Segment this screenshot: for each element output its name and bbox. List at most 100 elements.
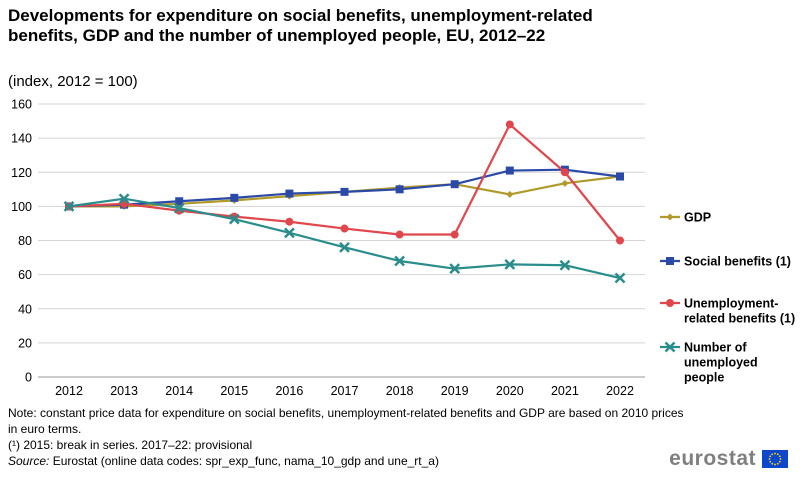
x-tick-label: 2019 — [441, 384, 469, 398]
data-point — [614, 272, 626, 284]
data-point — [118, 193, 130, 205]
data-point-stroke — [118, 193, 130, 205]
flag-star — [774, 463, 776, 466]
data-point — [616, 236, 624, 245]
legend-label-line: related benefits (1) — [684, 312, 795, 326]
series-line — [68, 197, 621, 280]
legend-label-line: unemployed — [684, 356, 758, 370]
source-label: Source: — [8, 454, 50, 468]
y-tick-label: 120 — [11, 166, 32, 180]
data-point — [173, 202, 185, 214]
flag-star — [778, 460, 781, 463]
data-point — [506, 190, 514, 198]
legend-item-unemployed-people: Number of unemployed people — [660, 341, 761, 385]
legend-label-social-benefits: Social benefits (1) — [684, 255, 791, 269]
x-tick-label: 2014 — [165, 384, 193, 398]
data-point-stroke — [63, 200, 75, 212]
data-point — [561, 179, 569, 187]
source-line: Source: Eurostat (online data codes: spr… — [8, 453, 688, 469]
data-point — [339, 241, 350, 253]
legend-marker-unemployment-benefits — [666, 299, 674, 307]
footnote-text: (¹) 2015: break in series. 2017–22: prov… — [8, 438, 253, 452]
flag-star — [769, 455, 772, 458]
data-point — [228, 213, 240, 225]
y-tick-label: 20 — [18, 336, 32, 350]
series-line — [68, 123, 621, 242]
data-point — [340, 224, 349, 233]
x-tick-label: 2021 — [551, 384, 579, 398]
data-point-stroke — [339, 241, 350, 253]
data-point-stroke — [559, 259, 571, 271]
flag-star — [779, 458, 782, 460]
data-point — [666, 257, 674, 265]
data-point — [394, 255, 405, 267]
y-tick-label: 80 — [18, 234, 32, 248]
data-point — [666, 299, 674, 307]
data-point — [666, 213, 674, 221]
legend-label-line: Unemployment- — [684, 297, 778, 311]
data-point-stroke — [173, 202, 185, 214]
series-unemployment-related-benefits-1 — [65, 120, 624, 245]
data-point — [450, 230, 459, 239]
series-number-of-unemployed-people — [63, 193, 626, 284]
data-point — [285, 217, 294, 226]
eurostat-logo: eurostat — [669, 447, 788, 471]
data-point-stroke — [394, 255, 405, 267]
legend-marker-gdp — [666, 213, 674, 221]
x-tick-label: 2015 — [220, 384, 248, 398]
data-point — [230, 193, 239, 202]
legend-label-line: Number of — [684, 341, 747, 355]
x-tick-label: 2020 — [496, 384, 524, 398]
flag-star — [771, 462, 774, 465]
legend: GDP Social benefits (1) Unemployment- re… — [660, 211, 795, 385]
data-point-stroke — [449, 263, 461, 275]
x-tick-label: 2018 — [386, 384, 414, 398]
legend-item-gdp: GDP — [660, 211, 711, 225]
y-tick-label: 140 — [11, 132, 32, 146]
data-point — [505, 120, 514, 129]
data-point — [664, 341, 676, 353]
legend-label-line: Social benefits (1) — [684, 255, 791, 269]
legend-marker-unemployed-people — [664, 341, 676, 353]
series-group — [63, 120, 626, 284]
data-point — [340, 187, 349, 196]
flag-star — [776, 462, 779, 465]
y-tick-label: 0 — [25, 371, 32, 385]
data-point — [449, 263, 461, 275]
data-point — [284, 227, 295, 239]
legend-label-unemployment-benefits: Unemployment- related benefits (1) — [684, 297, 795, 326]
data-point — [285, 189, 294, 198]
eurostat-wordmark: eurostat — [669, 447, 756, 470]
x-tick-label: 2012 — [55, 384, 83, 398]
x-tick-label: 2016 — [275, 384, 303, 398]
legend-label-line: people — [684, 371, 724, 385]
y-axis: 0 20 40 60 80 100 120 140 160 — [11, 98, 32, 385]
data-point — [63, 200, 75, 212]
legend-label-unemployed-people: Number of unemployed people — [684, 341, 761, 385]
flag-star — [771, 453, 774, 456]
data-point-stroke — [228, 213, 240, 225]
x-axis: 2012 2013 2014 2015 2016 2017 2018 2019 2020 2021… — [55, 384, 634, 398]
data-point — [175, 197, 184, 206]
y-tick-label: 40 — [18, 302, 32, 316]
legend-label-line: GDP — [684, 211, 711, 225]
data-point-stroke — [284, 227, 295, 239]
x-tick-label: 2017 — [331, 384, 359, 398]
data-point-stroke — [664, 341, 676, 353]
chart-notes: Note: constant price data for expenditur… — [8, 405, 688, 469]
y-tick-label: 60 — [18, 268, 32, 282]
note-text: Note: constant price data for expenditur… — [8, 406, 684, 436]
data-point — [616, 172, 624, 181]
flag-star — [774, 452, 776, 455]
chart-title: Developments for expenditure on social b… — [8, 6, 593, 45]
data-point — [395, 230, 404, 239]
legend-item-social-benefits: Social benefits (1) — [660, 255, 791, 269]
grid — [38, 103, 645, 378]
data-point — [559, 259, 571, 271]
x-tick-label: 2022 — [606, 384, 634, 398]
flag-star — [769, 460, 772, 463]
y-tick-label: 100 — [11, 200, 32, 214]
data-point — [504, 259, 516, 270]
legend-item-unemployment-benefits: Unemployment- related benefits (1) — [660, 297, 795, 326]
